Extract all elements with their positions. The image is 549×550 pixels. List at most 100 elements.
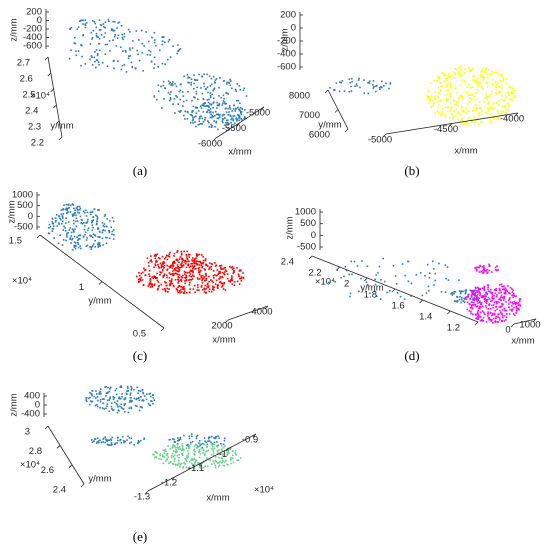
point <box>136 49 139 52</box>
x-tick-label: -5500 <box>222 123 246 134</box>
point <box>504 291 507 293</box>
point <box>178 267 180 270</box>
point <box>142 284 145 287</box>
point <box>198 120 201 123</box>
point <box>479 264 481 267</box>
point <box>187 90 189 93</box>
point <box>138 399 141 402</box>
point <box>193 74 195 76</box>
point <box>478 271 481 273</box>
point <box>166 454 168 456</box>
point <box>172 103 174 106</box>
point <box>143 45 145 47</box>
point <box>224 271 226 273</box>
point <box>475 298 478 301</box>
point <box>111 436 114 439</box>
point <box>90 248 92 250</box>
point <box>195 115 197 118</box>
point <box>485 82 488 84</box>
point <box>207 458 210 461</box>
caption: (a) <box>133 163 147 178</box>
point <box>105 439 108 442</box>
point <box>474 313 477 316</box>
point <box>494 309 497 312</box>
point <box>220 448 223 451</box>
point <box>367 284 369 287</box>
point <box>221 284 224 287</box>
point <box>153 67 155 69</box>
point <box>176 288 178 291</box>
x-tick <box>171 476 176 481</box>
point <box>161 454 164 456</box>
point <box>492 78 494 81</box>
point <box>516 302 518 305</box>
point <box>169 264 172 267</box>
point <box>505 309 508 312</box>
point <box>54 217 57 219</box>
point <box>389 82 392 84</box>
point <box>168 265 170 268</box>
point <box>229 80 232 82</box>
point <box>155 98 158 101</box>
point <box>225 102 228 105</box>
point <box>203 437 206 439</box>
point <box>485 306 488 309</box>
point <box>98 42 101 45</box>
point <box>131 400 134 402</box>
point <box>429 272 431 275</box>
point <box>507 299 510 302</box>
point <box>480 303 483 306</box>
point <box>94 239 97 242</box>
point <box>133 444 135 446</box>
point <box>476 85 479 87</box>
point <box>74 42 77 45</box>
point <box>470 294 473 297</box>
point <box>61 220 64 223</box>
point <box>511 291 514 293</box>
point <box>484 97 487 99</box>
point <box>127 435 129 438</box>
y-tick-label: 0.5 <box>133 329 146 340</box>
point <box>93 395 95 398</box>
point <box>231 457 234 459</box>
point <box>222 94 225 97</box>
x-tick <box>212 137 217 142</box>
point <box>451 294 454 296</box>
point <box>156 253 159 256</box>
point <box>358 290 360 293</box>
point <box>475 104 477 107</box>
point <box>372 80 375 82</box>
point <box>381 86 383 89</box>
point <box>155 259 158 262</box>
y-tick-label: 1.5 <box>9 236 22 247</box>
point <box>175 287 178 290</box>
point <box>166 264 168 267</box>
z-tick-label: 0 <box>291 23 296 34</box>
point <box>222 443 225 446</box>
point <box>469 298 471 301</box>
point <box>450 92 453 95</box>
point <box>62 213 65 215</box>
point <box>191 259 193 261</box>
point <box>71 238 73 241</box>
point <box>172 455 175 458</box>
point <box>171 83 173 85</box>
point <box>494 266 497 269</box>
point <box>368 80 371 82</box>
point <box>208 275 210 278</box>
point <box>219 77 221 79</box>
point <box>487 284 490 287</box>
point <box>111 216 114 219</box>
point <box>425 292 428 294</box>
point <box>505 77 508 80</box>
point <box>123 35 126 38</box>
point <box>203 288 206 291</box>
point <box>126 439 128 441</box>
point <box>164 290 167 293</box>
point <box>450 106 453 109</box>
point <box>491 304 493 307</box>
point <box>142 391 144 394</box>
point <box>457 73 460 76</box>
point <box>223 281 226 284</box>
point <box>115 393 118 396</box>
